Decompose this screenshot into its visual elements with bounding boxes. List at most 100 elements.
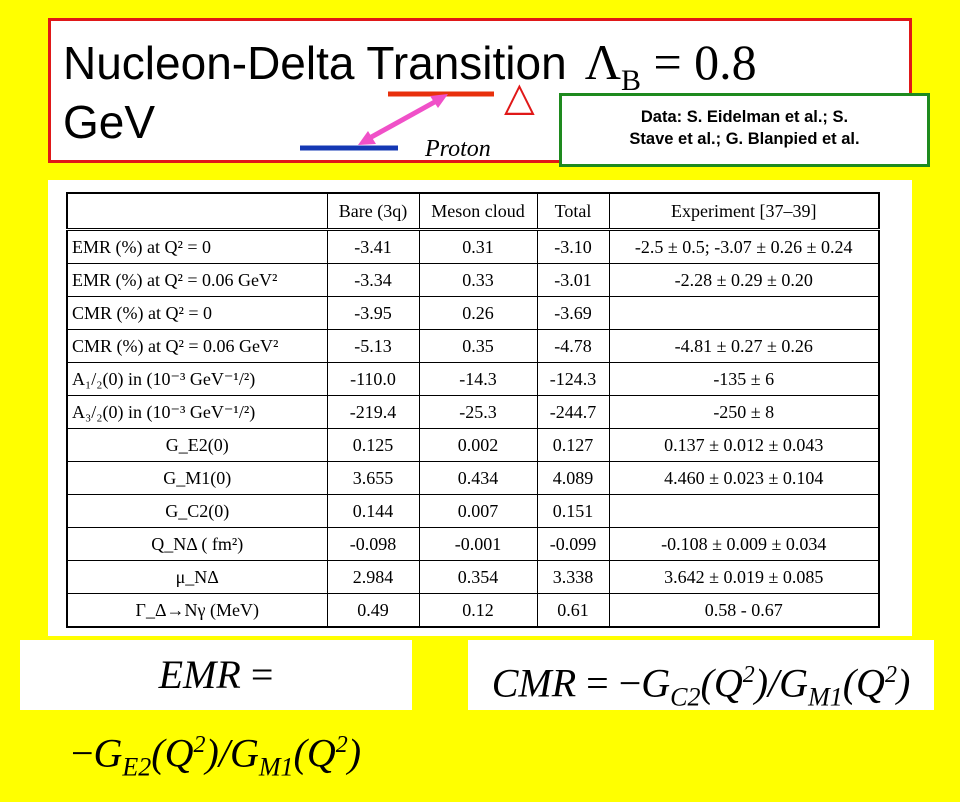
- row-label-cell: G_C2(0): [66, 494, 328, 528]
- value-cell: -244.7: [536, 395, 610, 429]
- value-cell: -135 ± 6: [608, 362, 880, 396]
- table-row: A₁/₂(0) in (10⁻³ GeV⁻¹/²) -110.0 -14.3 -124…: [66, 362, 880, 396]
- value-cell: 4.089: [536, 461, 610, 495]
- cmr-slash: /: [768, 660, 780, 706]
- title-line1: Nucleon-Delta Transition ΛB = 0.8: [63, 33, 757, 98]
- results-table-area: Bare (3q) Meson cloud Total Experiment […: [48, 180, 912, 636]
- value-cell: -14.3: [418, 362, 538, 396]
- value-cell: 0.354: [418, 560, 538, 594]
- table-row: CMR (%) at Q² = 0.06 GeV² -5.13 0.35 -4.78-…: [66, 329, 880, 363]
- value-cell: -0.099: [536, 527, 610, 561]
- table-row: EMR (%) at Q² = 0.06 GeV² -3.34 0.33 -3.01-…: [66, 263, 880, 297]
- cmr-formula: CMR = −GC2(Q2)/GM1(Q2): [468, 640, 934, 712]
- row-label-cell: EMR (%) at Q² = 0.06 GeV²: [66, 263, 328, 297]
- value-cell: 4.460 ± 0.023 ± 0.104: [608, 461, 880, 495]
- table-row: Q_NΔ ( fm²) -0.098 -0.001 -0.099 -0.108 ± 0.…: [66, 527, 880, 561]
- cmr-g2: G: [779, 660, 809, 706]
- emr-sub2: M1: [258, 752, 294, 782]
- value-cell: 0.151: [536, 494, 610, 528]
- header-cell: [66, 192, 328, 230]
- value-cell: -3.10: [536, 229, 610, 264]
- header-cell: Bare (3q): [326, 192, 420, 230]
- cmr-lhs: CMR: [491, 660, 577, 706]
- value-cell: -3.34: [326, 263, 420, 297]
- cmr-sup1: 2: [742, 662, 755, 688]
- emr-sub1: E2: [122, 752, 152, 782]
- value-cell: -0.108 ± 0.009 ± 0.034: [608, 527, 880, 561]
- value-cell: 0.58 - 0.67: [608, 593, 880, 628]
- value-cell: 0.31: [418, 229, 538, 264]
- cmr-arg2: (Q: [842, 660, 885, 706]
- table-row: G_C2(0) 0.144 0.007 0.151: [66, 494, 880, 528]
- cmr-sup2: 2: [884, 662, 897, 688]
- value-cell: -0.098: [326, 527, 420, 561]
- value-cell: -0.001: [418, 527, 538, 561]
- value-cell: 0.61: [536, 593, 610, 628]
- row-label-cell: μ_NΔ: [66, 560, 328, 594]
- lambda-symbol: ΛB = 0.8: [585, 34, 757, 97]
- value-cell: -2.5 ± 0.5; -3.07 ± 0.26 ± 0.24: [608, 229, 880, 264]
- emr-close2: ): [347, 730, 362, 776]
- row-label-cell: A₃/₂(0) in (10⁻³ GeV⁻¹/²): [66, 395, 328, 429]
- header-cell: Experiment [37–39]: [608, 192, 880, 230]
- emr-slash: /: [218, 730, 230, 776]
- title-line2: GeV: [63, 96, 156, 148]
- value-cell: -25.3: [418, 395, 538, 429]
- value-cell: 3.338: [536, 560, 610, 594]
- table-row: G_M1(0) 3.655 0.434 4.089 4.460 ± 0.023 ± 0.…: [66, 461, 880, 495]
- row-label-cell: G_M1(0): [66, 461, 328, 495]
- cmr-equals: = −: [576, 660, 642, 706]
- value-cell: -250 ± 8: [608, 395, 880, 429]
- value-cell: -5.13: [326, 329, 420, 363]
- row-label-cell: Q_NΔ ( fm²): [66, 527, 328, 561]
- emr-sup1: 2: [193, 732, 206, 758]
- credit-line2: Stave et al.; G. Blanpied et al.: [629, 130, 860, 148]
- table-row: CMR (%) at Q² = 0 -3.95 0.26 -3.69: [66, 296, 880, 330]
- emr-arg2: (Q: [293, 730, 336, 776]
- value-cell: -4.81 ± 0.27 ± 0.26: [608, 329, 880, 363]
- value-cell: -3.95: [326, 296, 420, 330]
- value-cell: -110.0: [326, 362, 420, 396]
- emr-sup2: 2: [335, 732, 348, 758]
- value-cell: 3.655: [326, 461, 420, 495]
- value-cell: [608, 494, 880, 528]
- value-cell: 3.642 ± 0.019 ± 0.085: [608, 560, 880, 594]
- cmr-arg1: (Q: [700, 660, 743, 706]
- row-label-cell: EMR (%) at Q² = 0: [66, 229, 328, 264]
- emr-arg1: (Q: [151, 730, 194, 776]
- table-row: A₃/₂(0) in (10⁻³ GeV⁻¹/²) -219.4 -25.3 -244…: [66, 395, 880, 429]
- value-cell: 0.137 ± 0.012 ± 0.043: [608, 428, 880, 462]
- cmr-close2: ): [896, 660, 911, 706]
- value-cell: 0.35: [418, 329, 538, 363]
- header-cell: Meson cloud: [418, 192, 538, 230]
- lambda-subscript: B: [620, 64, 641, 97]
- results-table: Bare (3q) Meson cloud Total Experiment […: [66, 192, 880, 628]
- value-cell: -3.01: [536, 263, 610, 297]
- value-cell: 0.33: [418, 263, 538, 297]
- row-label-cell: A₁/₂(0) in (10⁻³ GeV⁻¹/²): [66, 362, 328, 396]
- value-cell: 0.125: [326, 428, 420, 462]
- value-cell: 0.434: [418, 461, 538, 495]
- value-cell: 2.984: [326, 560, 420, 594]
- lambda-value: = 0.8: [640, 34, 757, 90]
- table-row: G_E2(0) 0.125 0.002 0.127 0.137 ± 0.012 ± 0.…: [66, 428, 880, 462]
- value-cell: 0.12: [418, 593, 538, 628]
- value-cell: -2.28 ± 0.29 ± 0.20: [608, 263, 880, 297]
- emr-g2: G: [229, 730, 259, 776]
- row-label-cell: CMR (%) at Q² = 0.06 GeV²: [66, 329, 328, 363]
- value-cell: -3.41: [326, 229, 420, 264]
- table-row: μ_NΔ 2.984 0.354 3.338 3.642 ± 0.019 ± 0.085: [66, 560, 880, 594]
- value-cell: -219.4: [326, 395, 420, 429]
- value-cell: 0.002: [418, 428, 538, 462]
- value-cell: 0.127: [536, 428, 610, 462]
- value-cell: 0.144: [326, 494, 420, 528]
- credit-line1: Data: S. Eidelman et al.; S.: [640, 108, 849, 126]
- value-cell: 0.26: [418, 296, 538, 330]
- value-cell: 0.007: [418, 494, 538, 528]
- proton-label: Proton: [425, 136, 491, 162]
- row-label-cell: Γ_Δ→Nγ (MeV): [66, 593, 328, 628]
- title-text: Nucleon-Delta Transition: [63, 37, 567, 89]
- table-row: Γ_Δ→Nγ (MeV) 0.49 0.12 0.61 0.58 - 0.67: [66, 593, 880, 628]
- cmr-sub1: C2: [670, 682, 701, 712]
- emr-formula: EMR = −GE2(Q2)/GM1(Q2): [20, 640, 412, 781]
